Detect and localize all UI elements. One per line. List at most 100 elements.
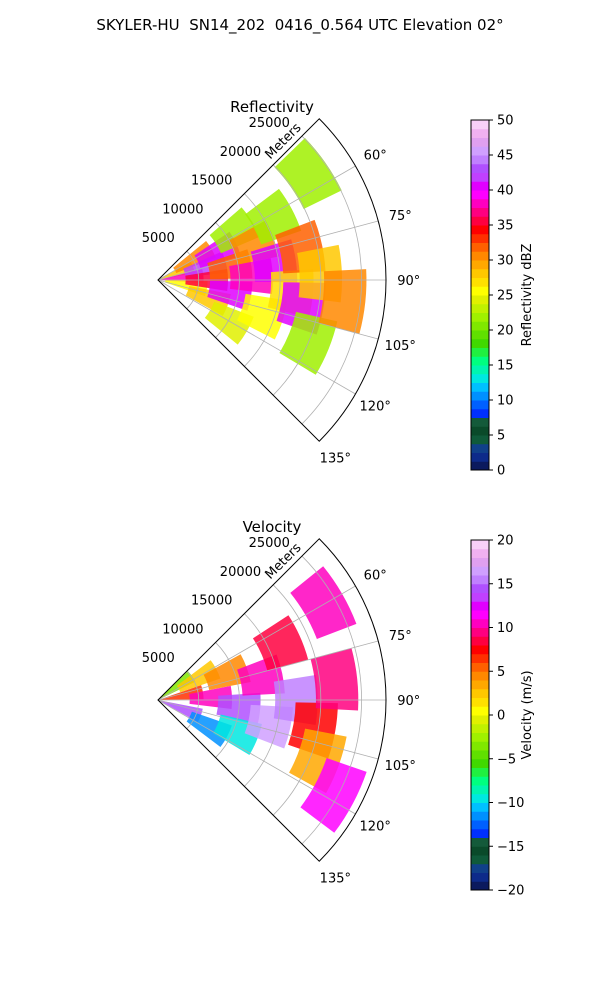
velocity-colorbar-tick-label: −5 [497,752,516,767]
velocity-colorbar-swatch [471,811,489,821]
reflectivity-colorbar-tick-label: 40 [497,184,514,199]
reflectivity-colorbar-tick-label: 50 [497,114,514,129]
reflectivity-colorbar-tick-label: 20 [497,324,514,339]
reflectivity-azimuth-tick-label: 105° [385,339,416,354]
reflectivity-azimuth-tick-label: 120° [360,399,391,414]
reflectivity-colorbar-swatch [471,426,489,436]
reflectivity-azimuth-tick-label: 90° [397,274,420,289]
reflectivity-colorbar-swatch [471,338,489,348]
velocity-colorbar-swatch [471,706,489,716]
reflectivity-colorbar-swatch [471,198,489,208]
velocity-colorbar-swatch [471,776,489,786]
reflectivity-colorbar-swatch [471,190,489,200]
velocity-azimuth-tick-label: 135° [320,871,351,886]
reflectivity-colorbar-swatch [471,435,489,445]
reflectivity-radial-tick-label: 5000 [142,231,175,246]
reflectivity-sector-frame [157,118,387,442]
velocity-colorbar-tick-label: 20 [497,534,514,549]
velocity-colorbar-swatch [471,837,489,847]
velocity-cell [252,615,309,671]
velocity-azimuth-tick-label: 75° [389,629,412,644]
reflectivity-colorbar-swatch [471,373,489,383]
reflectivity-colorbar-swatch [471,277,489,287]
reflectivity-colorbar-swatch [471,347,489,357]
velocity-azimuth-tick-label: 120° [360,819,391,834]
velocity-sector-frame [157,538,387,862]
reflectivity-colorbar-tick-label: 5 [497,429,505,444]
reflectivity-colorbar-swatch [471,286,489,296]
velocity-colorbar-swatch [471,645,489,655]
reflectivity-azimuth-spoke [157,165,356,281]
reflectivity-colorbar-label: Reflectivity dBZ [520,244,535,347]
velocity-colorbar-swatch [471,846,489,856]
reflectivity-cell [274,138,342,209]
velocity-colorbar-swatch [471,592,489,602]
reflectivity-cells [158,138,367,375]
reflectivity-colorbar-swatch [471,137,489,147]
velocity-colorbar-swatch [471,540,489,550]
reflectivity-colorbar-tick-label: 35 [497,219,514,234]
velocity-radial-tick-label: 15000 [191,594,232,609]
reflectivity-colorbar-swatch [471,330,489,340]
reflectivity-colorbar-swatch [471,312,489,322]
velocity-azimuth-tick-label: 60° [364,569,387,584]
velocity-colorbar-swatch [471,723,489,733]
velocity-colorbar-swatch [471,758,489,768]
velocity-colorbar-swatch [471,618,489,628]
velocity-colorbar-swatch [471,863,489,873]
reflectivity-colorbar-swatch [471,242,489,252]
velocity-colorbar-swatch [471,566,489,576]
reflectivity-colorbar-swatch [471,128,489,138]
velocity-colorbar-swatch [471,802,489,812]
reflectivity-colorbar-tick-label: 0 [497,464,505,479]
velocity-colorbar-tick-label: −20 [497,884,524,899]
velocity-colorbar-tick-label: −15 [497,840,524,855]
velocity-colorbar-swatch [471,548,489,558]
velocity-colorbar-swatch [471,872,489,882]
velocity-radial-tick-label: 25000 [249,536,290,551]
velocity-colorbar-swatch [471,697,489,707]
velocity-radial-tick-label: 10000 [162,622,203,637]
reflectivity-colorbar-swatch [471,233,489,243]
reflectivity-colorbar-swatch [471,172,489,182]
velocity-colorbar-swatch [471,732,489,742]
velocity-colorbar-swatch [471,855,489,865]
reflectivity-colorbar-swatch [471,268,489,278]
velocity-colorbar-swatch [471,688,489,698]
reflectivity-title: Reflectivity [230,98,314,116]
velocity-cell [300,758,367,833]
velocity-radial-tick-label: 5000 [142,651,175,666]
velocity-colorbar-swatch [471,636,489,646]
velocity-azimuth-spoke [157,585,356,701]
velocity-azimuth-spoke [157,699,356,815]
velocity-colorbar-swatch [471,820,489,830]
velocity-colorbar-swatch [471,793,489,803]
reflectivity-colorbar-swatch [471,207,489,217]
velocity-cell [158,671,196,700]
velocity-colorbar-swatch [471,750,489,760]
reflectivity-colorbar-swatch [471,408,489,418]
reflectivity-azimuth-spoke [157,279,356,395]
reflectivity-colorbar-swatch [471,120,489,130]
reflectivity-colorbar-swatch [471,365,489,375]
velocity-colorbar-tick-label: 10 [497,621,514,636]
reflectivity-colorbar-swatch [471,356,489,366]
reflectivity-colorbar-swatch [471,251,489,261]
velocity-colorbar-swatch [471,785,489,795]
reflectivity-colorbar-swatch [471,146,489,156]
reflectivity-colorbar-swatch [471,295,489,305]
reflectivity-colorbar: 0 5 10 15 20 25 30 35 40 45 50 Reflectivity dBZ [470,114,535,479]
velocity-azimuth-tick-label: 105° [385,759,416,774]
velocity-colorbar-label: Velocity (m/s) [520,670,535,759]
velocity-azimuth-tick-label: 90° [397,694,420,709]
velocity-colorbar-swatch [471,715,489,725]
reflectivity-colorbar-swatch [471,391,489,401]
velocity-colorbar-swatch [471,557,489,567]
reflectivity-cell [318,269,367,334]
reflectivity-colorbar-tick-label: 15 [497,359,514,374]
reflectivity-colorbar-swatch [471,382,489,392]
reflectivity-azimuth-spoke [157,220,379,281]
reflectivity-colorbar-swatch [471,181,489,191]
